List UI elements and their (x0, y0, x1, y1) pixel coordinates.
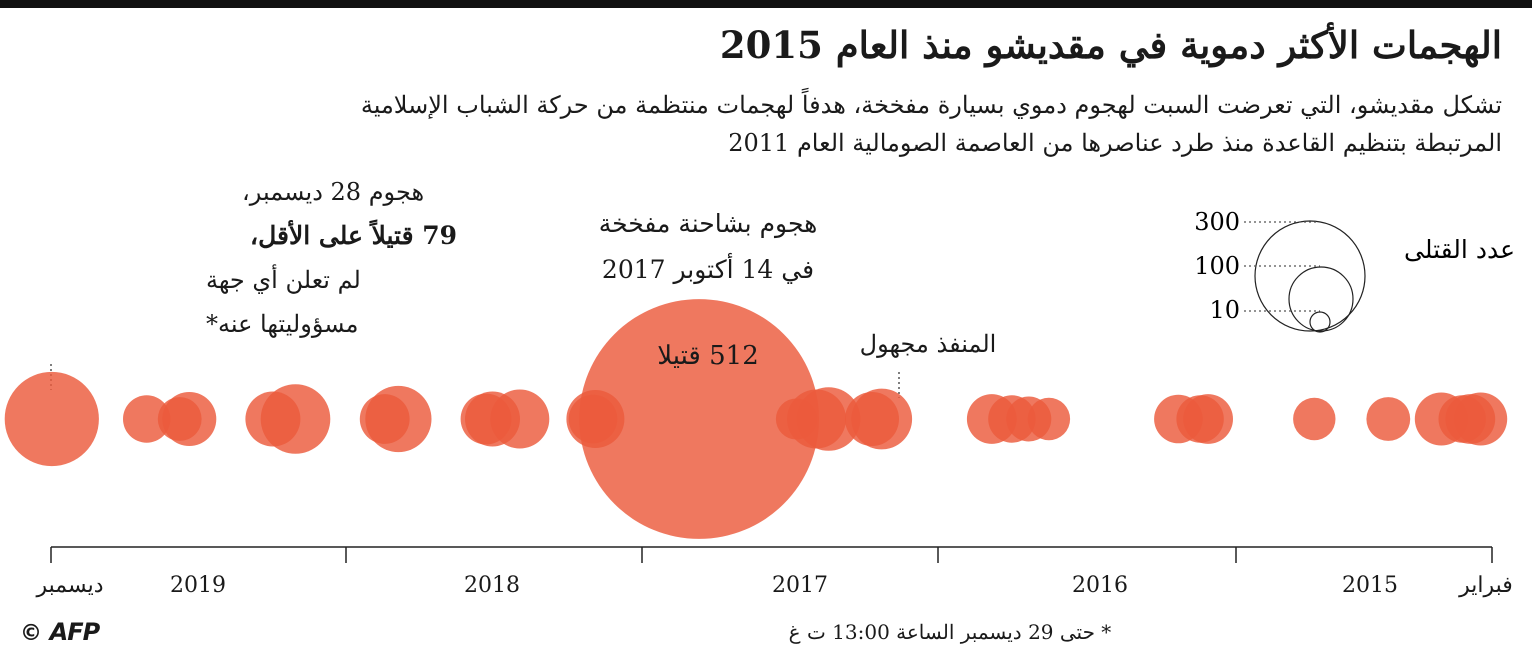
copyright-symbol: © (20, 621, 42, 646)
axis-tick-label: 2018 (464, 573, 520, 598)
annotation-oct14-deaths: 512 قتيلا (657, 341, 759, 371)
legend-circle-300 (1254, 220, 1366, 332)
bubble-point (1176, 395, 1224, 443)
annotation-oct14: هجوم بشاحنة مفخخة في 14 أكتوبر 2017 (599, 209, 818, 285)
afp-logo: AFP (49, 618, 101, 646)
axis-tick-label: ديسمبر (35, 573, 103, 598)
subtitle-line-1: تشكل مقديشو، التي تعرضت السبت لهجوم دموي… (360, 91, 1502, 119)
subtitle: تشكل مقديشو، التي تعرضت السبت لهجوم دموي… (22, 86, 1502, 162)
bubble-point (1366, 397, 1411, 441)
axis-tick-label: 2016 (1072, 573, 1128, 598)
axis-tick-label: 2019 (170, 573, 226, 598)
annotation-oct14-line2: في 14 أكتوبر 2017 (602, 252, 814, 285)
annotation-dec28-line2: 79 قتيلاً على الأقل، (250, 218, 457, 250)
annotation-dec28-line1: هجوم 28 ديسمبر، (242, 178, 424, 206)
afp-credit: © AFP (20, 618, 101, 646)
bubble-point (775, 398, 817, 440)
bubble-point (568, 394, 618, 444)
annotation-dec28-line4: مسؤوليتها عنه* (206, 310, 358, 338)
axis-tick-label: 2017 (772, 573, 828, 598)
bubble-point (460, 393, 512, 445)
annotation-unknown-perpetrator: المنفذ مجهول (860, 330, 997, 358)
bubble-point (845, 392, 899, 446)
bubble-point (1027, 397, 1071, 441)
bubble-point (1293, 397, 1336, 441)
bubble-point (245, 391, 301, 447)
annotation-oct14-line1: هجوم بشاحنة مفخخة (599, 209, 818, 239)
legend-circle-10 (1309, 311, 1331, 333)
legend-circle-100 (1288, 266, 1354, 332)
legend-value-300: 300 (1194, 208, 1240, 236)
axis-tick-label: 2015 (1342, 573, 1398, 598)
page-title: الهجمات الأكثر دموية في مقديشو منذ العام… (719, 23, 1502, 67)
bubble-point (157, 397, 202, 441)
annotation-dec28: هجوم 28 ديسمبر، 79 قتيلاً على الأقل، لم … (206, 178, 457, 338)
bubble-point (4, 371, 99, 467)
footnote: * حتى 29 ديسمبر الساعة 13:00 ت غ (788, 620, 1112, 644)
axis-tick-label: فبراير (1458, 573, 1513, 598)
time-axis: ديسمبر 2019 2018 2017 2016 2015 فبراير (35, 546, 1513, 598)
bubble-point (359, 394, 410, 444)
legend-value-100: 100 (1194, 252, 1240, 280)
bubble-point (1438, 395, 1486, 443)
legend-title: عدد القتلى (1404, 235, 1515, 264)
bubbles-layer (4, 299, 1508, 539)
bubble-point (579, 299, 819, 539)
size-legend: 300 100 10 عدد القتلى (1194, 208, 1515, 333)
bubble-point (123, 395, 171, 443)
annotation-dec28-line3: لم تعلن أي جهة (206, 263, 361, 294)
subtitle-line-2: المرتبطة بتنظيم القاعدة منذ طرد عناصرها … (728, 129, 1502, 157)
top-rule (0, 0, 1532, 8)
legend-value-10: 10 (1209, 296, 1240, 324)
